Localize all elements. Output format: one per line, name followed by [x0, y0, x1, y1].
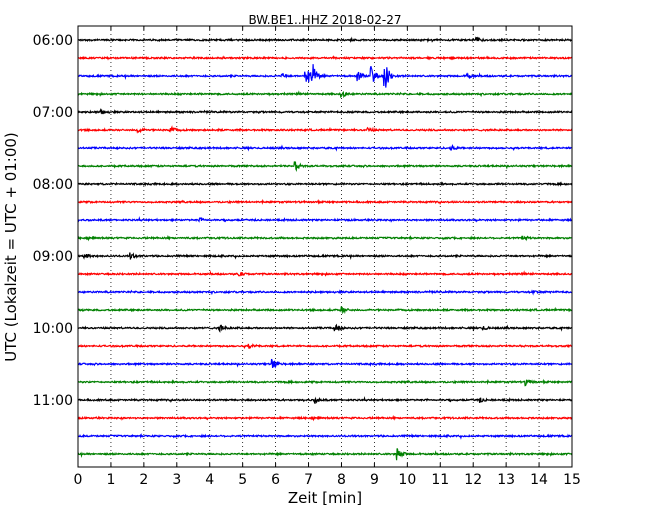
chart-title: BW.BE1..HHZ 2018-02-27 [248, 13, 401, 27]
x-tick-label: 1 [106, 472, 115, 488]
trace-group [77, 36, 573, 461]
trace-line [77, 90, 573, 99]
x-tick-label: 10 [398, 472, 416, 488]
y-axis: 06:00 07:00 08:00 09:00 10:00 11:00 [33, 33, 572, 409]
y-tick-label: 08:00 [33, 177, 73, 193]
trace-line [77, 107, 573, 115]
trace-line [77, 289, 573, 296]
x-axis-label: Zeit [min] [288, 489, 362, 507]
y-tick-label: 10:00 [33, 321, 73, 337]
x-tick-label: 15 [563, 472, 581, 488]
x-tick-label: 6 [271, 472, 280, 488]
y-axis-label: UTC (Lokalzeit = UTC + 01:00) [2, 132, 20, 362]
x-tick-label: 8 [337, 472, 346, 488]
x-tick-label: 5 [238, 472, 247, 488]
y-tick-label: 09:00 [33, 249, 73, 265]
trace-line [77, 323, 573, 333]
x-tick-label: 2 [139, 472, 148, 488]
trace-line [77, 306, 573, 315]
x-tick-label: 12 [464, 472, 482, 488]
plot-frame [77, 25, 573, 468]
trace-line [77, 144, 572, 152]
trace-line [77, 433, 573, 440]
trace-line [77, 161, 573, 173]
trace-line [77, 55, 573, 61]
x-tick-label: 11 [431, 472, 449, 488]
x-tick-label: 3 [172, 472, 181, 488]
y-tick-label: 11:00 [33, 393, 73, 409]
trace-line [78, 125, 573, 134]
x-tick-label: 0 [74, 472, 83, 488]
trace-line [77, 64, 573, 88]
grid-lines [110, 26, 540, 467]
trace-line [77, 215, 573, 223]
trace-line [77, 378, 573, 387]
trace-line [77, 358, 573, 369]
trace-line [77, 395, 573, 404]
x-axis: 0 1 2 3 4 5 6 7 8 9 10 11 12 13 14 15 [74, 26, 581, 488]
x-tick-label: 7 [304, 472, 313, 488]
trace-line [77, 270, 573, 277]
trace-line [77, 181, 573, 187]
trace-line [77, 343, 573, 350]
x-tick-label: 14 [530, 472, 548, 488]
trace-line [77, 414, 573, 422]
trace-line [77, 252, 573, 260]
trace-line [77, 36, 573, 43]
x-tick-label: 4 [205, 472, 214, 488]
trace-line [77, 448, 573, 461]
x-tick-label: 9 [370, 472, 379, 488]
trace-line [77, 234, 573, 242]
y-tick-label: 07:00 [33, 105, 73, 121]
y-tick-label: 06:00 [33, 33, 73, 49]
trace-line [78, 198, 573, 205]
x-tick-label: 13 [497, 472, 515, 488]
